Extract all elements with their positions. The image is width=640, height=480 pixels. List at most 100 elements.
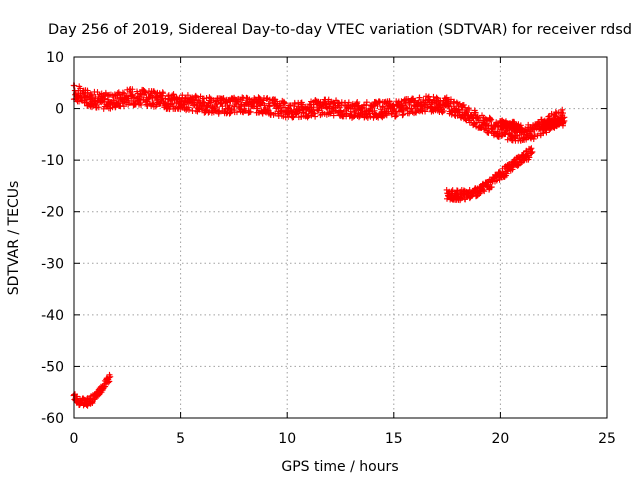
data-point: [119, 89, 126, 96]
data-point: [398, 98, 405, 105]
data-point: [330, 112, 337, 119]
data-point: [193, 102, 200, 109]
data-point: [265, 100, 272, 107]
data-point: [88, 399, 95, 406]
data-point: [545, 124, 552, 131]
data-point: [281, 100, 288, 107]
data-point: [226, 102, 233, 109]
data-point: [451, 98, 458, 105]
data-point: [93, 102, 100, 109]
series-descending-arc: [443, 145, 536, 204]
data-point: [400, 111, 407, 118]
data-point: [559, 110, 566, 117]
data-point: [293, 110, 300, 117]
data-point: [488, 116, 495, 123]
data-point: [102, 89, 109, 96]
data-point: [528, 132, 535, 139]
data-point: [356, 114, 363, 121]
data-point: [254, 105, 261, 112]
y-tick-label: -50: [41, 359, 64, 375]
data-point: [287, 102, 294, 109]
data-point: [439, 109, 446, 116]
y-tick-label: 10: [46, 50, 64, 66]
x-tick-label: 20: [491, 431, 509, 447]
plot-frame: [73, 56, 608, 419]
data-point: [430, 93, 437, 100]
data-point: [526, 154, 533, 161]
data-point: [220, 95, 227, 102]
data-point: [518, 125, 525, 132]
data-point: [399, 112, 406, 119]
data-point: [312, 113, 319, 120]
data-point: [480, 126, 487, 133]
data-point: [528, 145, 535, 152]
data-point: [247, 108, 254, 115]
series-early-arc: [70, 371, 114, 409]
data-point: [115, 99, 122, 106]
data-point: [179, 94, 186, 101]
y-tick-label: 0: [55, 102, 64, 118]
data-point: [496, 176, 503, 183]
data-point: [493, 177, 500, 184]
data-point: [167, 104, 174, 111]
data-point: [559, 106, 566, 113]
data-point: [447, 96, 454, 103]
x-tick-label: 25: [598, 431, 616, 447]
data-point: [233, 99, 240, 106]
data-point: [453, 99, 460, 106]
data-point: [466, 107, 473, 113]
data-point: [121, 90, 128, 97]
data-point: [111, 91, 118, 98]
data-point: [548, 110, 555, 117]
data-point: [517, 127, 524, 134]
data-point: [480, 186, 487, 193]
data-point: [311, 110, 318, 117]
y-tick-label: -40: [41, 308, 64, 324]
data-point: [509, 166, 516, 173]
data-point: [84, 402, 91, 409]
data-point: [529, 148, 536, 155]
data-point: [531, 133, 538, 140]
data-point: [83, 99, 90, 106]
data-point: [297, 100, 304, 107]
data-point: [393, 112, 400, 119]
data-point: [266, 103, 273, 110]
data-point: [77, 85, 84, 92]
data-point: [485, 123, 492, 130]
data-point: [517, 122, 524, 129]
data-point: [149, 95, 156, 102]
data-point: [476, 190, 483, 197]
x-tick-label: 5: [176, 431, 185, 447]
data-point: [105, 379, 112, 386]
y-tick-label: -30: [41, 256, 64, 272]
data-point: [460, 101, 467, 108]
series-main-arc: [70, 82, 568, 144]
data-point: [488, 184, 495, 191]
data-point: [440, 107, 447, 114]
data-point: [399, 106, 406, 113]
data-point: [227, 109, 234, 116]
data-point: [88, 92, 95, 99]
data-point: [337, 107, 344, 114]
data-point: [257, 96, 264, 103]
data-point: [200, 95, 207, 102]
data-point: [354, 99, 361, 106]
x-axis-label: GPS time / hours: [281, 459, 398, 475]
data-point: [561, 117, 568, 124]
data-point: [200, 98, 207, 105]
data-point: [416, 94, 423, 101]
series-lower-branch-23h: [539, 114, 568, 131]
data-point: [95, 104, 102, 111]
data-point: [263, 96, 270, 103]
data-point: [199, 106, 206, 113]
data-point: [408, 106, 415, 113]
x-tick-label: 10: [278, 431, 296, 447]
data-point: [432, 99, 439, 106]
axis-ticks: 0 5 10 15 20 25 10 0 -10 -20 -30 -40 -50 -60: [41, 50, 616, 447]
data-point: [204, 103, 211, 110]
data-point: [215, 109, 222, 116]
data-point: [83, 402, 90, 409]
data-point: [433, 94, 440, 101]
data-point: [84, 87, 91, 94]
data-point: [363, 99, 370, 106]
